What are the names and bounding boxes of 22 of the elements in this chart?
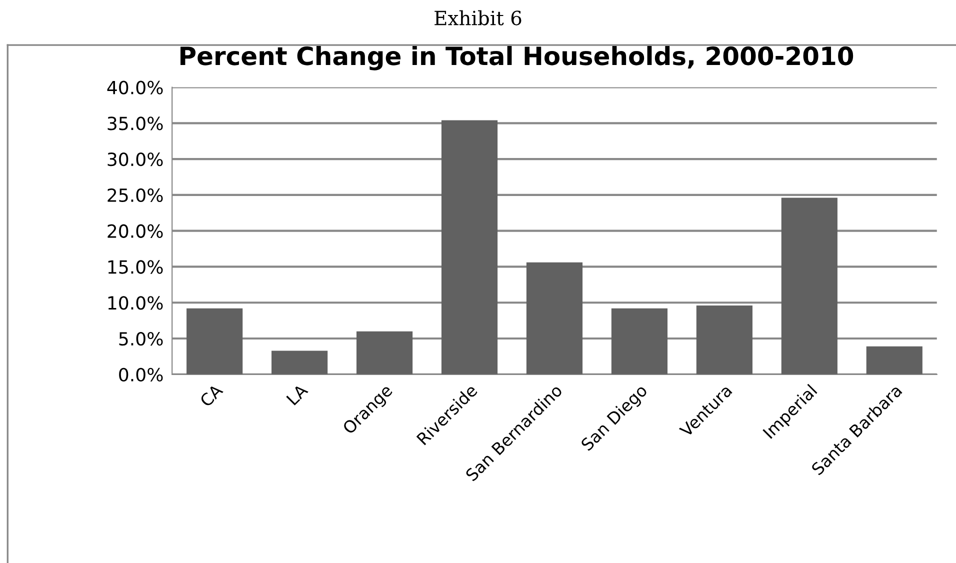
- y-tick-label: 15.0%: [108, 260, 163, 274]
- bar: [272, 350, 328, 374]
- y-tick-label: 20.0%: [108, 224, 163, 238]
- bar: [611, 308, 668, 374]
- bar: [866, 346, 922, 374]
- y-tick-label: 35.0%: [108, 116, 163, 130]
- bar: [441, 120, 498, 374]
- y-tick-label: 10.0%: [108, 296, 163, 310]
- chart-title: Percent Change in Total Households, 2000-2010: [180, 46, 854, 70]
- y-tick-label: 40.0%: [107, 80, 163, 94]
- bar: [696, 305, 752, 374]
- x-tick-label: CA: [199, 383, 224, 408]
- bar: [356, 331, 413, 374]
- y-tick-label: 0.0%: [119, 368, 163, 382]
- x-tick-label: LA: [286, 383, 308, 406]
- bar: [781, 198, 838, 374]
- text: Exhibit 6: [434, 10, 522, 26]
- y-tick-label: 30.0%: [108, 152, 163, 166]
- bar: [526, 262, 583, 374]
- y-tick-label: 5.0%: [119, 332, 163, 346]
- y-tick-label: 25.0%: [108, 188, 163, 202]
- bar: [186, 308, 243, 374]
